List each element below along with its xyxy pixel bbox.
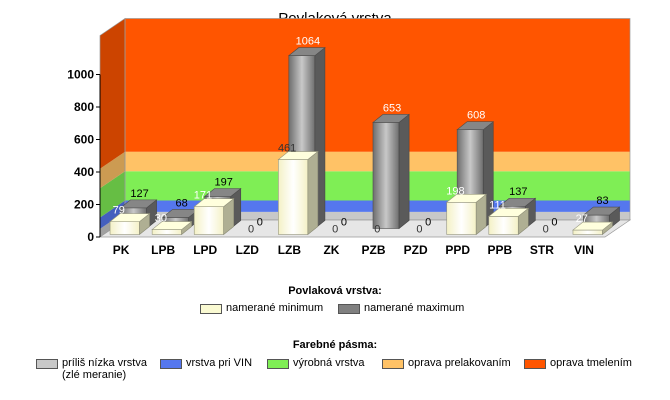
legend-label-band-vin: vrstva pri VIN	[186, 357, 253, 369]
legend-label-band-repaint: oprava prelakovaním	[408, 357, 511, 369]
bar-max-VIN-top	[582, 206, 621, 216]
x-tick-label-LZD: LZD	[236, 243, 260, 257]
legend-label-band-low: príliš nízka vrstva (zlé meranie)	[62, 357, 147, 381]
bar-min-LPD-front	[193, 206, 224, 235]
series-legend-title: Povlaková vrstva:	[288, 285, 382, 297]
data-label-min-PPD: 198	[446, 185, 464, 197]
data-label-max-LZD: 0	[257, 217, 263, 229]
bar-min-LZB-top	[277, 151, 319, 160]
data-label-min-ZK: 0	[332, 223, 338, 235]
legend-swatch-band-low	[36, 359, 58, 369]
data-label-min-VIN: 27	[576, 213, 588, 225]
legend-item-band-vin: vrstva pri VIN	[160, 357, 252, 369]
data-label-max-STR: 0	[551, 217, 557, 229]
data-label-max-PK: 127	[130, 188, 148, 200]
y-tick-label-800: 800	[74, 100, 94, 114]
x-tick-label-PPB: PPB	[487, 243, 512, 257]
data-label-max-LPD: 197	[215, 176, 233, 188]
data-label-min-LZD: 0	[248, 223, 254, 235]
bar-min-PK-front	[109, 221, 140, 235]
band-side-2	[100, 171, 125, 218]
bar-min-LZB-front	[278, 159, 309, 235]
data-label-max-ZK: 0	[341, 217, 347, 229]
data-label-min-LPB: 30	[155, 213, 167, 225]
band-side-3	[100, 151, 125, 189]
bar-max-LPD-top	[203, 188, 242, 197]
bar-min-LPD-top	[193, 198, 235, 207]
x-tick-label-LPD: LPD	[193, 243, 217, 257]
legend-item-band-production: výrobná vrstva	[267, 357, 365, 369]
legend-item-band-repaint: oprava prelakovaním	[382, 357, 511, 369]
data-label-min-PK: 79	[113, 205, 125, 217]
data-label-max-PZD: 0	[425, 217, 431, 229]
bands-legend-title: Farebné pásma:	[292, 339, 378, 351]
bar-min-PPD-front	[446, 201, 477, 235]
data-label-max-PPB: 137	[509, 186, 527, 198]
bar-min-LPB-top	[151, 221, 193, 230]
data-label-min-STR: 0	[543, 223, 549, 235]
bar-max-LZB-top	[287, 47, 326, 56]
legend-item-maximum: namerané maximum	[338, 302, 464, 314]
legend-swatch-maximum	[338, 304, 360, 314]
data-label-min-PPB: 111	[489, 199, 506, 211]
bar-min-VIN-front	[572, 229, 603, 235]
legend-label-band-filler: oprava tmelením	[550, 357, 632, 369]
x-tick-label-PK: PK	[113, 243, 130, 257]
x-tick-label-LPB: LPB	[151, 243, 175, 257]
data-label-min-LZB: 461	[278, 143, 296, 155]
legend-label-band-production: výrobná vrstva	[293, 357, 365, 369]
legend-label-maximum: namerané maximum	[364, 302, 465, 314]
bar-min-LZB-side	[307, 150, 319, 236]
bar-max-PZB-side	[398, 113, 410, 230]
y-tick-label-1000: 1000	[67, 68, 94, 82]
x-tick-label-LZB: LZB	[278, 243, 302, 257]
bar-min-PK-top	[109, 213, 151, 222]
bar-max-PPD-top	[456, 121, 495, 130]
data-label-max-PPD: 608	[467, 110, 485, 122]
data-label-max-LZB: 1064	[296, 36, 320, 48]
bar-max-PZB-front	[372, 122, 400, 229]
x-tick-label-PZD: PZD	[404, 243, 428, 257]
x-tick-label-STR: STR	[530, 243, 554, 257]
y-tick-label-400: 400	[74, 165, 94, 179]
legend-swatch-minimum	[200, 304, 222, 314]
legend-item-minimum: namerané minimum	[200, 302, 323, 314]
legend-item-band-low: príliš nízka vrstva (zlé meranie)	[36, 357, 147, 381]
bar-min-VIN-top	[572, 221, 614, 231]
data-label-max-LPB: 68	[176, 197, 188, 209]
band-side-1	[100, 200, 125, 229]
legend-label-minimum: namerané minimum	[226, 302, 324, 314]
legend-swatch-band-repaint	[382, 359, 404, 369]
bar-max-PPB-top	[498, 197, 537, 207]
x-tick-label-PZB: PZB	[362, 243, 386, 257]
band-side-4	[100, 18, 125, 169]
bar-min-PPB-front	[488, 216, 519, 235]
data-label-min-PZD: 0	[416, 223, 422, 235]
data-label-min-PZB: 0	[374, 223, 380, 235]
y-tick-label-200: 200	[74, 198, 94, 212]
bar-min-LPB-front	[151, 229, 182, 235]
bar-min-PPD-top	[445, 193, 488, 203]
x-tick-label-VIN: VIN	[574, 243, 594, 257]
y-tick-label-600: 600	[74, 133, 94, 147]
x-tick-label-PPD: PPD	[445, 243, 470, 257]
bar-max-PK-top	[119, 199, 158, 209]
legend-swatch-band-production	[267, 359, 289, 369]
data-label-max-PZB: 653	[383, 102, 401, 114]
legend-swatch-band-filler	[524, 359, 546, 369]
legend-item-band-filler: oprava tmelením	[524, 357, 632, 369]
data-label-min-LPD: 171	[194, 190, 212, 202]
legend-swatch-band-vin	[160, 359, 182, 369]
data-label-max-VIN: 83	[596, 195, 608, 207]
bar-min-PPB-top	[487, 208, 530, 217]
bar-max-PZB-top	[372, 114, 410, 123]
y-tick-label-0: 0	[87, 230, 94, 244]
x-tick-label-ZK: ZK	[323, 243, 339, 257]
